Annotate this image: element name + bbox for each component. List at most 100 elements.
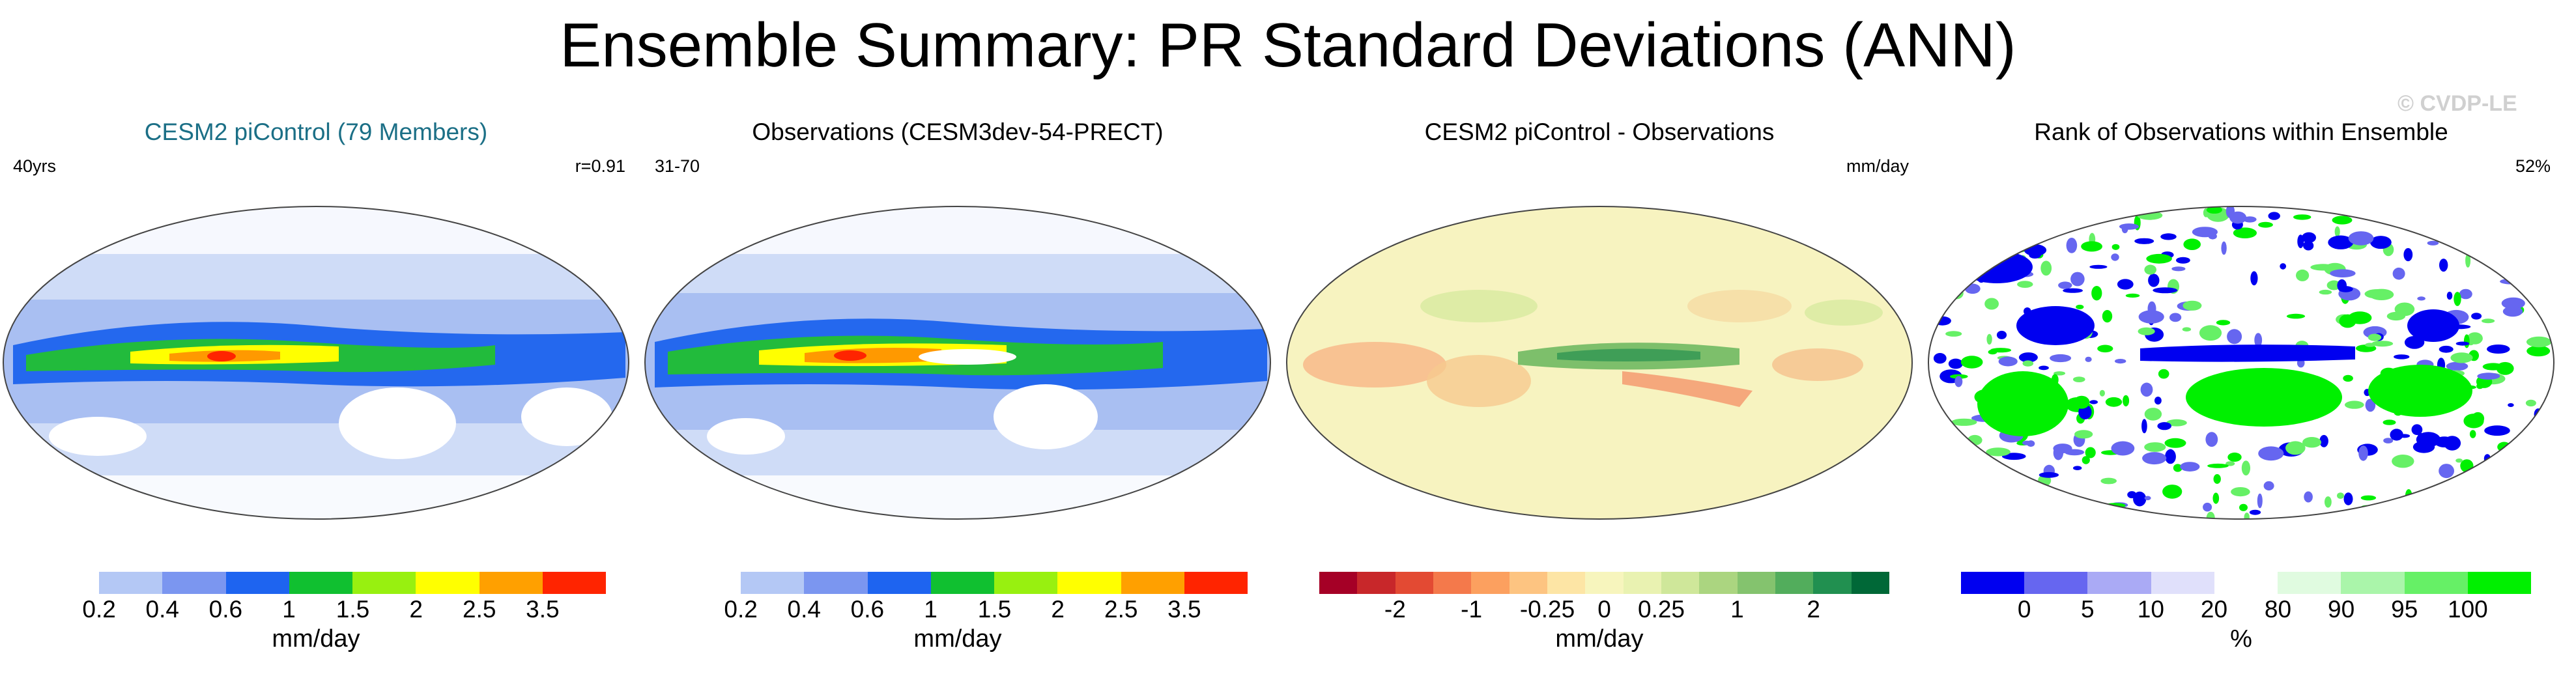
colorbar-tick: 3.5 [526,596,560,623]
colorbar-tick: 1 [924,596,937,623]
colorbar-tick: 2 [1051,596,1065,623]
colorbar-units: % [2230,625,2252,653]
colorbar-tick: 0 [2017,596,2031,623]
colorbar-ticks: -2 -1 -0.25 0 0.25 1 2 [1319,596,1889,628]
colorbar-tick: 3.5 [1167,596,1201,623]
colorbar-swatch [741,572,805,594]
watermark: © CVDP-LE [2397,91,2517,116]
colorbar-swatch [2341,572,2405,594]
colorbar-swatch [1661,572,1700,594]
colorbar-tick: -0.25 [1519,596,1575,623]
colorbar-swatch [1057,572,1121,594]
colorbar-swatch [2214,572,2278,594]
colorbar-swatch [416,572,479,594]
colorbar-tick: 1 [282,596,296,623]
colorbar-swatch [1357,572,1395,594]
years-label: 40yrs [13,156,57,176]
colorbar-swatch [1395,572,1433,594]
colorbar-tick: 2 [1807,596,1820,623]
colorbar-swatch [1775,572,1814,594]
precip-std-map-observations [644,206,1271,520]
colorbar-tick: 80 [2264,596,2292,623]
pattern-correlation: r=0.91 [575,156,625,176]
colorbar-ticks: 0 5 10 20 80 90 95 100 [1961,596,2531,628]
panel-observations: Observations (CESM3dev-54-PRECT) 31-70 0… [642,111,1274,671]
panel-title: CESM2 piControl - Observations [1424,119,1775,145]
colorbar-swatch [479,572,543,594]
colorbar-ticks: 0.2 0.4 0.6 1 1.5 2 2.5 3.5 [36,596,606,628]
colorbar-units: mm/day [1555,625,1644,653]
panel-rank: Rank of Observations within Ensemble 52%… [1925,111,2557,671]
panel-difference: CESM2 piControl - Observations mm/day -2… [1283,111,1915,671]
colorbar-tick: 0.2 [724,596,758,623]
colorbar-tick: 1.5 [336,596,370,623]
colorbar-units: mm/day [272,625,360,653]
colorbar-tick: 0.4 [145,596,179,623]
colorbar-swatch [678,572,741,594]
colorbar-swatch [1851,572,1889,594]
colorbar-tick: 20 [2200,596,2228,623]
colorbar-tick: 0.4 [787,596,821,623]
colorbar-ticks: 0.2 0.4 0.6 1 1.5 2 2.5 3.5 [678,596,1248,628]
figure-title: Ensemble Summary: PR Standard Deviations… [560,10,2016,80]
panel-model: CESM2 piControl (79 Members) 40yrs r=0.9… [0,111,632,671]
colorbar-tick: 0.6 [208,596,243,623]
colorbar-tick: 1.5 [977,596,1012,623]
colorbar-swatch [1737,572,1775,594]
colorbar-swatch [352,572,416,594]
colorbar-swatch [1433,572,1472,594]
colorbar-swatch [1961,572,2025,594]
colorbar [36,572,606,594]
panel-title: Observations (CESM3dev-54-PRECT) [752,119,1164,145]
colorbar-swatch [2151,572,2214,594]
colorbar-swatch [1471,572,1510,594]
colorbar-units: mm/day [913,625,1002,653]
colorbar-tick: 95 [2391,596,2418,623]
colorbar-swatch [1813,572,1852,594]
colorbar-tick: 0 [1597,596,1611,623]
rank-map [1928,206,2555,520]
colorbar-tick: 0.6 [850,596,885,623]
colorbar-swatch [994,572,1058,594]
colorbar-tick: 2.5 [1104,596,1138,623]
colorbar-swatch [867,572,931,594]
colorbar-swatch [289,572,353,594]
colorbar-swatch [2404,572,2468,594]
panel-title: CESM2 piControl (79 Members) [144,119,488,145]
colorbar-tick: 1 [1730,596,1744,623]
colorbar-swatch [225,572,289,594]
precip-std-map-model [3,206,629,520]
colorbar-swatch [930,572,995,594]
precip-difference-map [1286,206,1913,520]
colorbar-swatch [2278,572,2341,594]
colorbar-swatch [1509,572,1547,594]
colorbar-swatch [2024,572,2088,594]
colorbar-tick: 100 [2448,596,2488,623]
colorbar-swatch [36,572,100,594]
rank-percent: 52% [2515,156,2551,176]
colorbar-swatch [1547,572,1586,594]
colorbar-tick: 0.2 [82,596,116,623]
units-label: mm/day [1846,156,1909,176]
colorbar-swatch [1699,572,1738,594]
colorbar-tick: 90 [2328,596,2355,623]
colorbar-swatch [1184,572,1248,594]
colorbar-tick: -2 [1384,596,1406,623]
colorbar-tick: 0.25 [1637,596,1685,623]
colorbar-swatch [99,572,163,594]
colorbar-tick: 2 [409,596,423,623]
colorbar-swatch [2087,572,2151,594]
colorbar-tick: 2.5 [463,596,496,623]
colorbar-swatch [1585,572,1624,594]
colorbar-tick: 5 [2080,596,2095,623]
colorbar [1961,572,2531,594]
colorbar-swatch [1121,572,1184,594]
colorbar-tick: 10 [2137,596,2164,623]
colorbar-swatch [804,572,868,594]
colorbar-swatch [542,572,606,594]
colorbar-swatch [1319,572,1358,594]
colorbar-swatch [162,572,226,594]
years-label: 31-70 [655,156,700,176]
colorbar-tick: -1 [1461,596,1483,623]
colorbar-swatch [1623,572,1661,594]
